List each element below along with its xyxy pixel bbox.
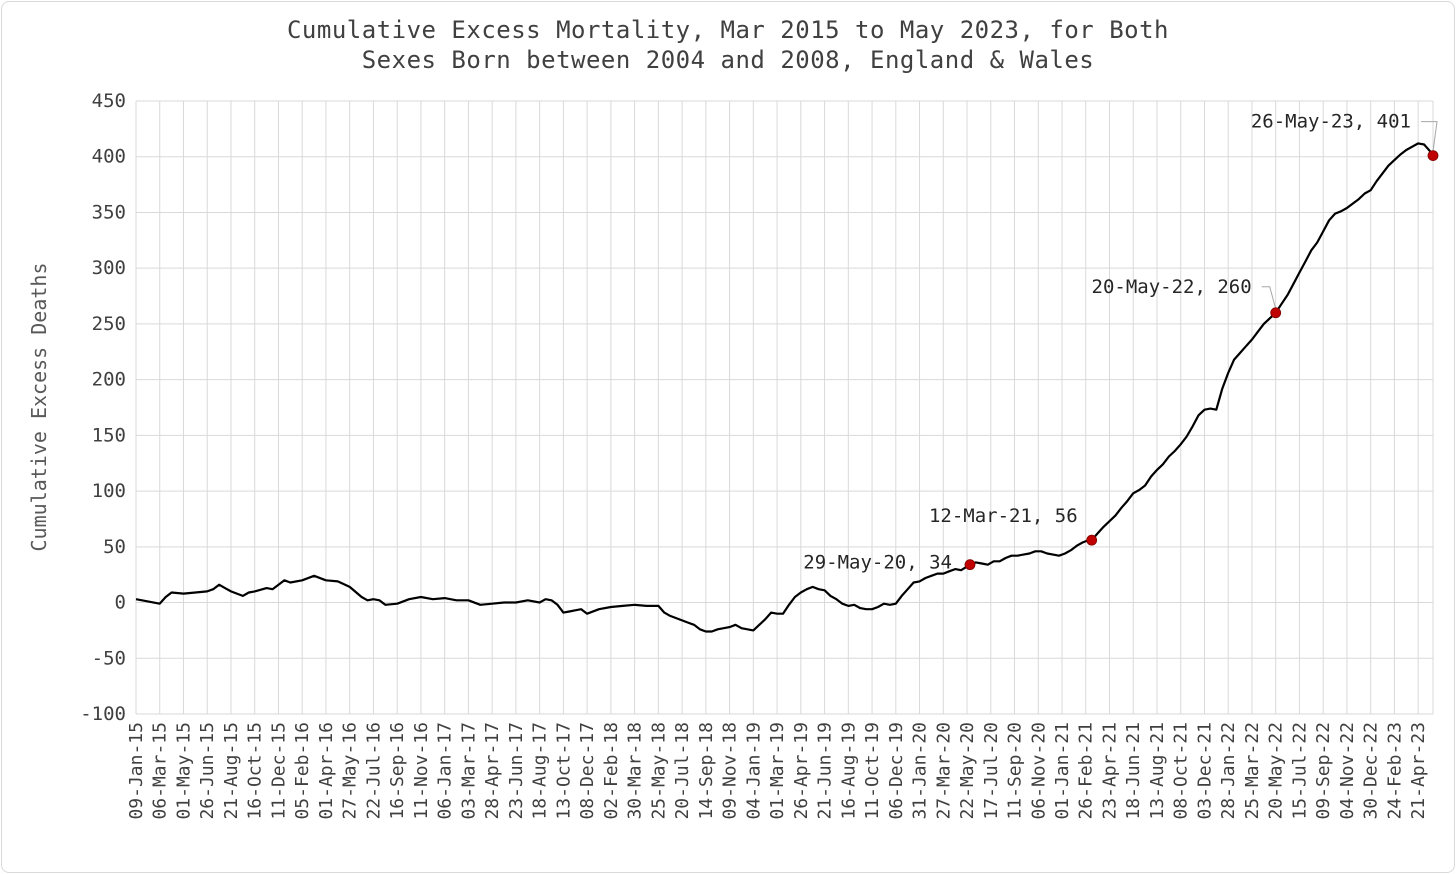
x-tick-label: 30-Dec-22: [1361, 722, 1382, 820]
x-tick-label: 21-Aug-15: [221, 722, 242, 820]
x-tick-label: 26-Jun-15: [197, 722, 218, 820]
x-tick-label: 04-Jan-19: [743, 722, 764, 820]
x-tick-label: 18-Jun-21: [1123, 722, 1144, 820]
annotations: 29-May-20, 34 12-Mar-21, 56 20-May-22, 260…: [803, 111, 1439, 574]
x-axis-ticks: 09-Jan-15 06-Mar-15 01-May-15 26-Jun-15 21-A…: [126, 722, 1429, 820]
x-tick-label: 09-Nov-18: [720, 722, 741, 820]
x-tick-label: 13-Oct-17: [553, 722, 574, 820]
x-tick-label: 16-Aug-19: [838, 722, 859, 820]
y-tick-label: 300: [92, 257, 126, 279]
annotation-marker: [1270, 307, 1282, 319]
x-tick-label: 24-Feb-23: [1384, 722, 1405, 820]
x-tick-label: 02-Feb-18: [601, 722, 622, 820]
annotation-label: 12-Mar-21, 56: [929, 505, 1078, 527]
x-tick-label: 31-Jan-20: [910, 722, 931, 820]
x-tick-label: 11-Sep-20: [1005, 722, 1026, 820]
x-tick-label: 22-Jul-16: [363, 722, 384, 820]
y-tick-label: -50: [92, 647, 126, 669]
x-tick-label: 03-Dec-21: [1194, 722, 1215, 820]
x-tick-label: 18-Aug-17: [530, 722, 551, 820]
x-tick-label: 08-Oct-21: [1171, 722, 1192, 820]
x-tick-label: 15-Jul-22: [1289, 722, 1310, 820]
y-tick-label: 450: [92, 90, 126, 112]
x-tick-label: 14-Sep-18: [696, 722, 717, 820]
x-tick-label: 27-Mar-20: [933, 722, 954, 820]
x-tick-label: 09-Sep-22: [1313, 722, 1334, 820]
x-tick-label: 11-Dec-15: [268, 722, 289, 820]
x-tick-label: 26-Apr-19: [791, 722, 812, 820]
x-tick-label: 01-May-15: [173, 722, 194, 820]
series-line: [135, 142, 1434, 633]
chart-title-line-1: Cumulative Excess Mortality, Mar 2015 to…: [286, 16, 1169, 44]
annotation-leader: [1261, 286, 1277, 309]
y-axis-label: Cumulative Excess Deaths: [27, 263, 51, 552]
annotation-marker: [1427, 150, 1439, 162]
x-tick-label: 06-Jan-17: [435, 722, 456, 820]
x-tick-label: 21-Jun-19: [815, 722, 836, 820]
x-tick-label: 06-Nov-20: [1028, 722, 1049, 820]
x-tick-label: 22-May-20: [957, 722, 978, 820]
x-tick-label: 25-May-18: [648, 722, 669, 820]
chart-title-line-2: Sexes Born between 2004 and 2008, Englan…: [361, 46, 1095, 74]
x-tick-label: 25-Mar-22: [1242, 722, 1263, 820]
x-tick-label: 05-Feb-16: [292, 722, 313, 820]
x-tick-label: 11-Nov-16: [411, 722, 432, 820]
x-tick-label: 28-Apr-17: [482, 722, 503, 820]
y-tick-label: 250: [92, 313, 126, 335]
grid-lines: [135, 100, 1434, 715]
x-tick-label: 13-Aug-21: [1147, 722, 1168, 820]
y-tick-label: 200: [92, 369, 126, 391]
y-tick-label: 150: [92, 424, 126, 446]
x-tick-label: 01-Jan-21: [1052, 722, 1073, 820]
x-tick-label: 23-Jun-17: [506, 722, 527, 820]
x-tick-label: 17-Jul-20: [981, 722, 1002, 820]
x-tick-label: 01-Apr-16: [316, 722, 337, 820]
x-tick-label: 03-Mar-17: [458, 722, 479, 820]
x-tick-label: 28-Jan-22: [1218, 722, 1239, 820]
annotation-label: 20-May-22, 260: [1092, 276, 1252, 298]
annotation-leader: [1421, 121, 1438, 152]
annotation-label: 26-May-23, 401: [1251, 111, 1411, 133]
x-tick-label: 26-Feb-21: [1076, 722, 1097, 820]
annotation-label: 29-May-20, 34: [803, 552, 952, 574]
x-tick-label: 01-Mar-19: [767, 722, 788, 820]
x-tick-label: 04-Nov-22: [1337, 722, 1358, 820]
x-tick-label: 16-Sep-16: [387, 722, 408, 820]
x-tick-label: 16-Oct-15: [245, 722, 266, 820]
x-tick-label: 06-Mar-15: [150, 722, 171, 820]
x-tick-label: 20-May-22: [1266, 722, 1287, 820]
y-tick-label: 350: [92, 201, 126, 223]
x-tick-label: 11-Oct-19: [862, 722, 883, 820]
annotation-marker: [1086, 534, 1098, 546]
x-tick-label: 06-Dec-19: [886, 722, 907, 820]
x-tick-label: 27-May-16: [340, 722, 361, 820]
y-tick-label: 50: [103, 536, 126, 558]
y-tick-label: 100: [92, 480, 126, 502]
y-tick-label: -100: [80, 703, 126, 725]
x-tick-label: 30-Mar-18: [625, 722, 646, 820]
x-tick-label: 08-Dec-17: [577, 722, 598, 820]
y-axis-ticks: -100 -50 0 50 100 150 200 250 300 350 400 450: [80, 90, 126, 725]
x-tick-label: 09-Jan-15: [126, 722, 147, 820]
annotation-marker: [964, 559, 976, 571]
y-tick-label: 0: [115, 592, 126, 614]
x-tick-label: 23-Apr-21: [1099, 722, 1120, 820]
series-group: [135, 142, 1434, 633]
x-tick-label: 21-Apr-23: [1408, 722, 1429, 820]
y-tick-label: 400: [92, 146, 126, 168]
x-tick-label: 20-Jul-18: [672, 722, 693, 820]
